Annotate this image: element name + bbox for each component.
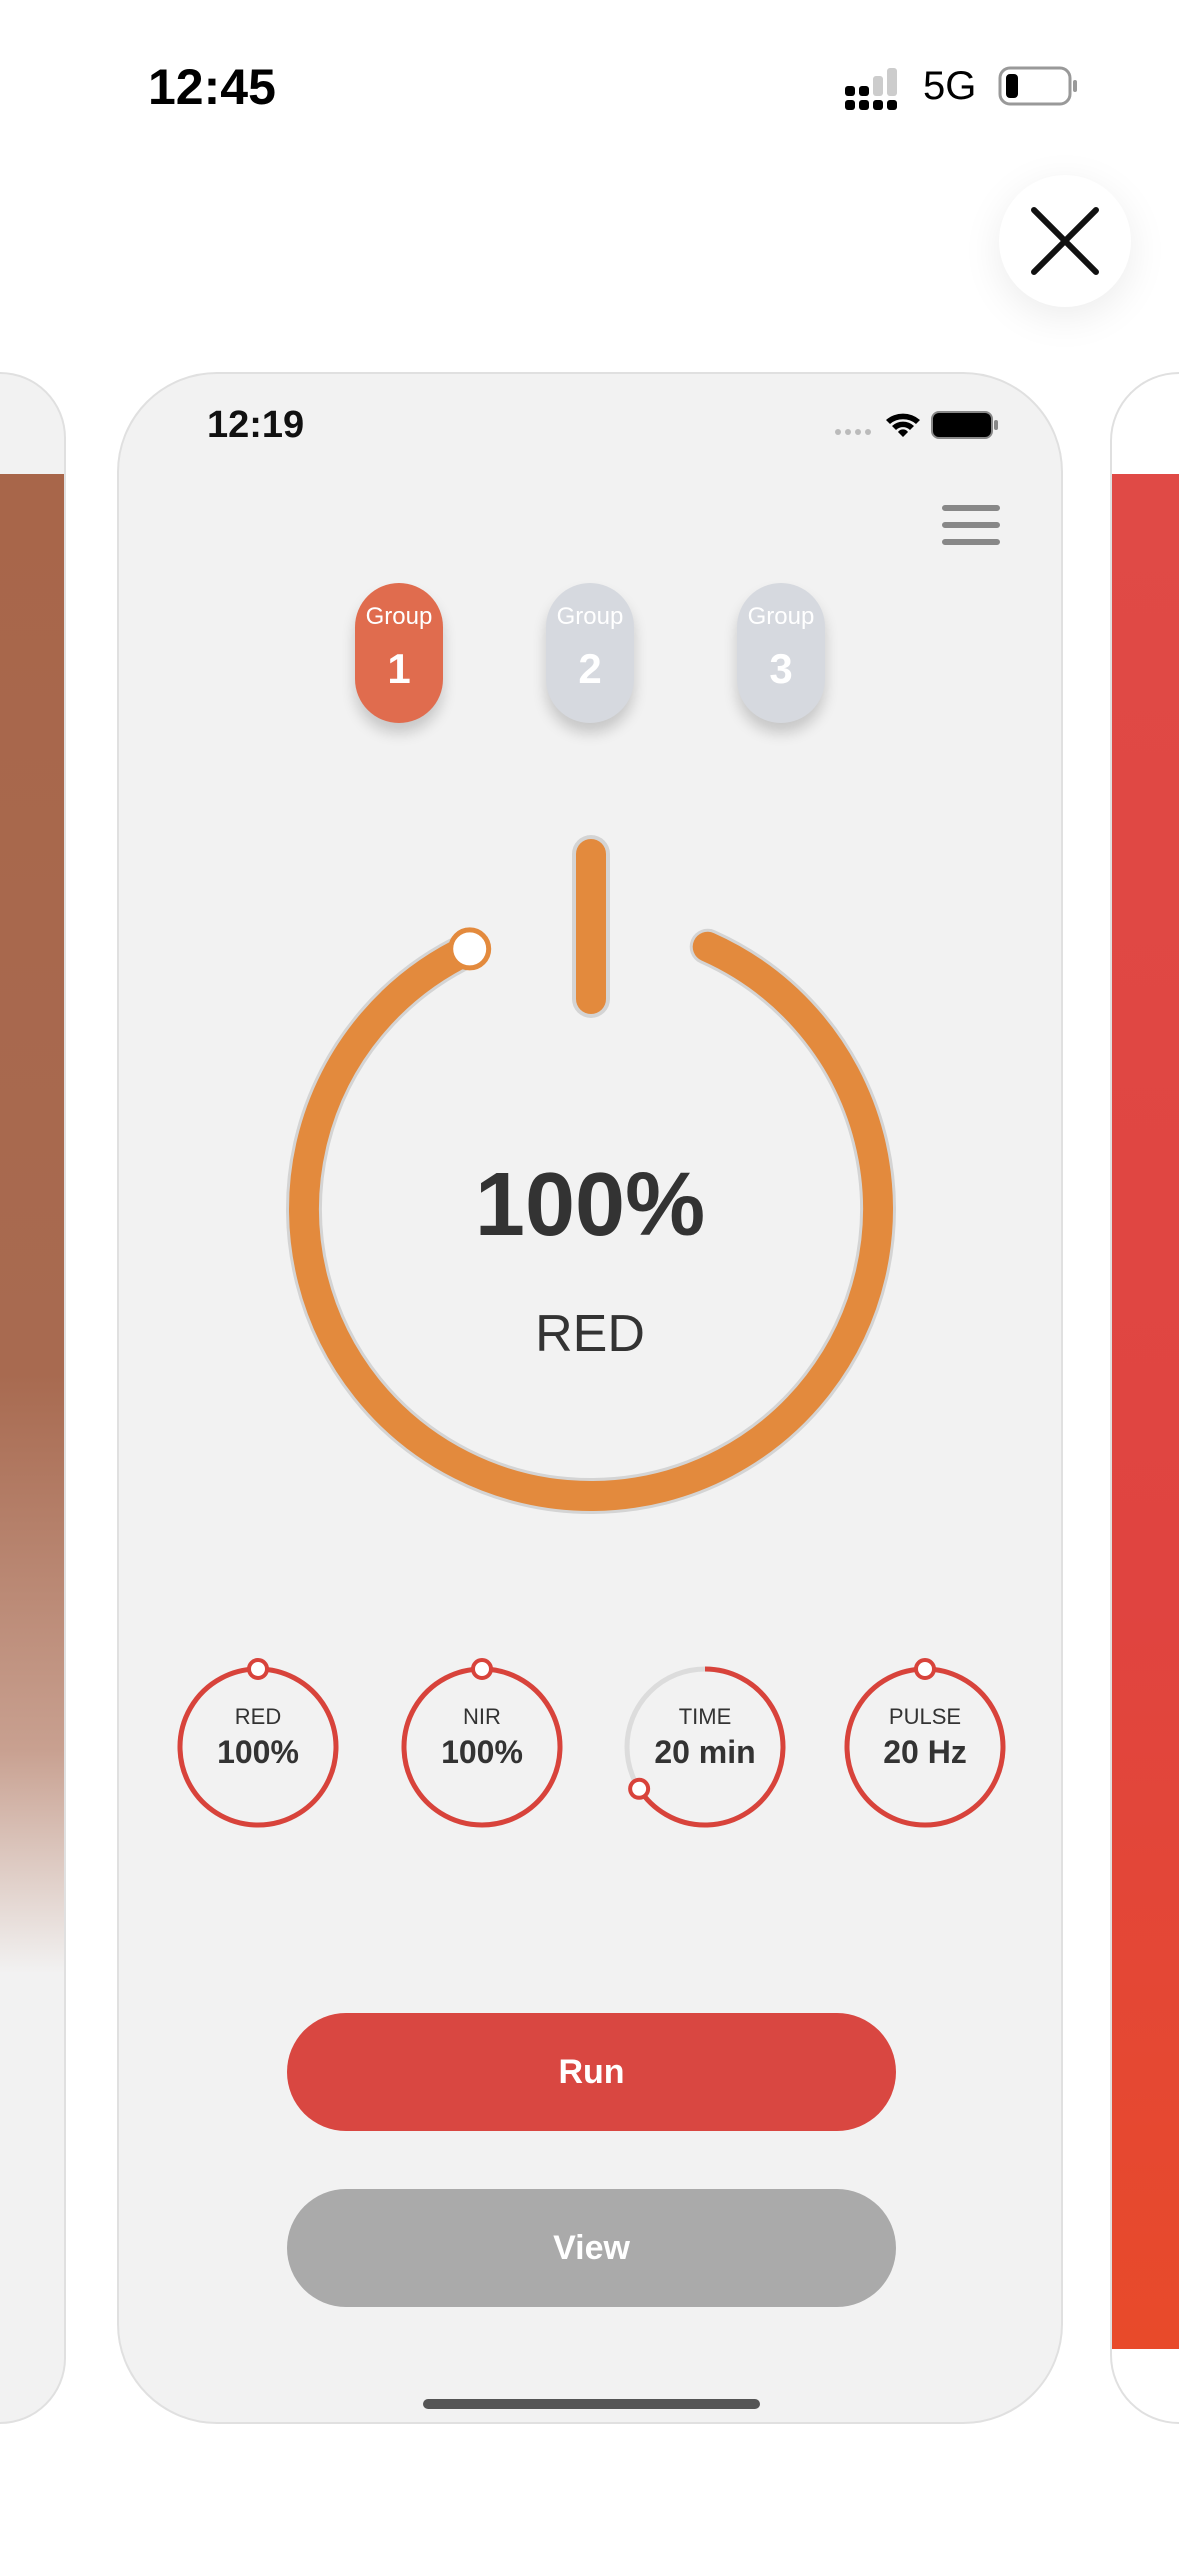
control-ring-progress <box>401 1666 563 1828</box>
group-label: Group <box>747 603 815 630</box>
group-number: 3 <box>769 645 793 692</box>
control-label: RED <box>234 1704 282 1729</box>
group-label: Group <box>365 603 433 630</box>
control-red[interactable]: RED 100% <box>178 1704 338 1771</box>
control-value: 100% <box>217 1734 299 1770</box>
intensity-dial[interactable] <box>119 374 1061 2422</box>
group-number: 1 <box>387 645 411 692</box>
control-ring-knob[interactable] <box>628 1777 651 1800</box>
view-button[interactable]: View <box>287 2189 896 2307</box>
app-image <box>1112 474 1179 2349</box>
control-ring-knob[interactable] <box>471 1658 493 1680</box>
app-card[interactable]: 12:19 Group 1 Group 2 Group 3 100% RED RED 1… <box>117 372 1063 2424</box>
home-indicator <box>423 2399 760 2409</box>
run-button[interactable]: Run <box>287 2013 896 2131</box>
network-label: 5G <box>923 64 977 108</box>
control-label: TIME <box>678 1704 732 1729</box>
control-label: PULSE <box>888 1704 962 1729</box>
control-nir[interactable]: NIR 100% <box>402 1704 562 1771</box>
group-label: Group <box>556 603 624 630</box>
group-2-button[interactable]: Group 2 <box>546 583 634 723</box>
status-icons <box>834 408 1004 447</box>
control-ring-knob[interactable] <box>914 1658 936 1680</box>
control-value: 20 min <box>654 1734 756 1770</box>
dial-progress-arc <box>289 931 893 1511</box>
control-rings <box>177 1658 1006 1828</box>
control-ring-progress <box>177 1666 339 1828</box>
app-status-time: 12:19 <box>207 404 305 446</box>
control-ring-progress <box>844 1666 1006 1828</box>
battery-icon <box>998 66 1080 113</box>
dial-mode: RED <box>535 1305 645 1363</box>
previous-app-card[interactable] <box>0 372 66 2424</box>
dial-knob <box>448 927 492 971</box>
close-icon <box>1031 207 1099 275</box>
cellular-signal-icon <box>845 68 905 115</box>
control-value: 20 Hz <box>883 1734 967 1770</box>
control-ring-knob[interactable] <box>247 1658 269 1680</box>
next-app-card[interactable] <box>1110 372 1179 2424</box>
hamburger-menu-icon <box>942 505 1000 545</box>
control-ring-progress <box>637 1666 786 1828</box>
app-image <box>0 474 64 1974</box>
group-1-button[interactable]: Group 1 <box>355 583 443 723</box>
group-3-button[interactable]: Group 3 <box>737 583 825 723</box>
group-number: 2 <box>578 645 602 692</box>
control-time[interactable]: TIME 20 min <box>625 1704 785 1771</box>
close-button[interactable] <box>999 175 1131 307</box>
menu-button[interactable] <box>941 504 1001 551</box>
dial-value: 100% <box>474 1155 706 1255</box>
system-time: 12:45 <box>148 59 276 115</box>
control-pulse[interactable]: PULSE 20 Hz <box>845 1704 1005 1771</box>
control-label: NIR <box>463 1704 501 1729</box>
control-value: 100% <box>441 1734 523 1770</box>
